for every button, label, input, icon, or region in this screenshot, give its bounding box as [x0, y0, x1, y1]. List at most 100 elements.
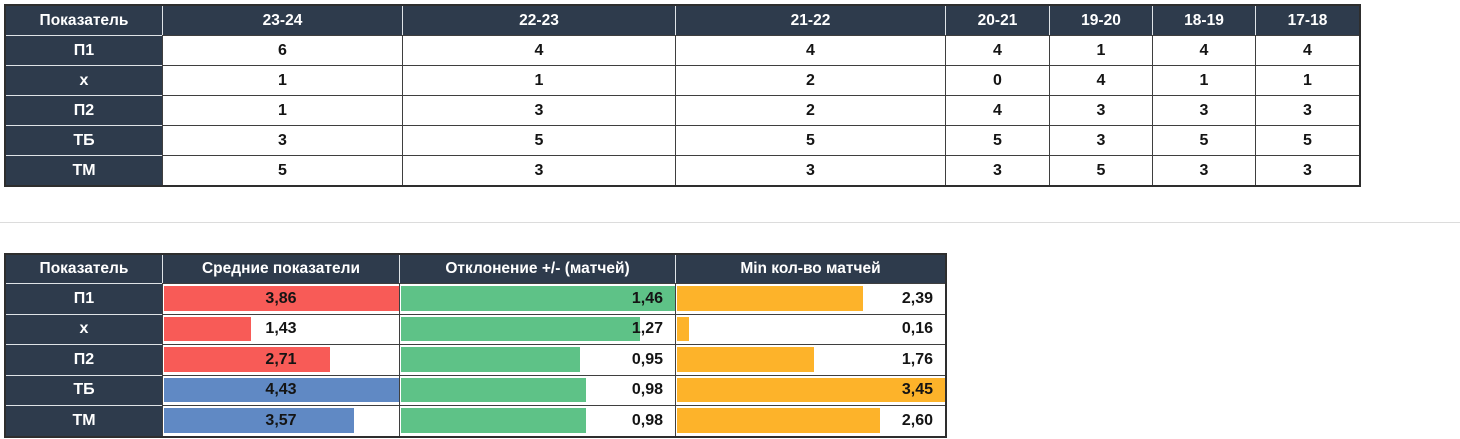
data-bar — [401, 408, 586, 433]
value-cell[interactable]: 2 — [675, 95, 945, 125]
header-cell-season-23-24[interactable]: 23-24 — [162, 6, 402, 35]
bar-value: 0,16 — [901, 320, 933, 338]
data-bar — [401, 286, 675, 311]
data-bar — [164, 286, 399, 311]
value-cell[interactable]: 2 — [675, 65, 945, 95]
data-bar — [164, 377, 399, 402]
value-cell[interactable]: 4 — [675, 35, 945, 65]
bar-value: 4,43 — [265, 381, 297, 399]
bar-cell-average[interactable]: 1,43 — [162, 313, 399, 344]
value-cell[interactable]: 5 — [162, 155, 402, 185]
value-cell[interactable]: 1 — [1152, 65, 1255, 95]
bar-cell-deviation[interactable]: 0,98 — [399, 405, 675, 436]
value-cell[interactable]: 3 — [402, 95, 675, 125]
bar-value: 1,27 — [631, 320, 663, 338]
row-label-x[interactable]: х — [6, 313, 162, 344]
data-bar — [164, 347, 330, 372]
value-cell[interactable]: 4 — [1049, 65, 1152, 95]
value-cell[interactable]: 6 — [162, 35, 402, 65]
bar-cell-min-matches[interactable]: 1,76 — [675, 344, 945, 375]
data-bar — [677, 316, 690, 341]
bar-cell-deviation[interactable]: 1,27 — [399, 313, 675, 344]
header-cell-season-21-22[interactable]: 21-22 — [675, 6, 945, 35]
value-cell[interactable]: 1 — [1049, 35, 1152, 65]
data-bar — [677, 286, 864, 311]
value-cell[interactable]: 3 — [162, 125, 402, 155]
bar-value: 0,98 — [631, 381, 663, 399]
header-cell-season-18-19[interactable]: 18-19 — [1152, 6, 1255, 35]
value-cell[interactable]: 1 — [162, 65, 402, 95]
row-label-x[interactable]: х — [6, 65, 162, 95]
value-cell[interactable]: 4 — [945, 35, 1049, 65]
value-cell[interactable]: 1 — [402, 65, 675, 95]
row-label-p1[interactable]: П1 — [6, 35, 162, 65]
value-cell[interactable]: 5 — [675, 125, 945, 155]
bar-cell-min-matches[interactable]: 2,60 — [675, 405, 945, 436]
value-cell[interactable]: 4 — [402, 35, 675, 65]
bar-cell-min-matches[interactable]: 0,16 — [675, 313, 945, 344]
bar-cell-average[interactable]: 2,71 — [162, 344, 399, 375]
value-cell[interactable]: 5 — [402, 125, 675, 155]
bar-value: 2,39 — [901, 289, 933, 307]
value-cell[interactable]: 5 — [945, 125, 1049, 155]
header-cell-indicator[interactable]: Показатель — [6, 255, 162, 283]
value-cell[interactable]: 3 — [675, 155, 945, 185]
value-cell[interactable]: 5 — [1049, 155, 1152, 185]
header-cell-season-17-18[interactable]: 17-18 — [1255, 6, 1359, 35]
value-cell[interactable]: 3 — [1049, 125, 1152, 155]
bar-value: 1,43 — [265, 320, 297, 338]
row-label-tb[interactable]: ТБ — [6, 125, 162, 155]
row-label-tm[interactable]: ТМ — [6, 405, 162, 436]
header-cell-season-19-20[interactable]: 19-20 — [1049, 6, 1152, 35]
row-label-p2[interactable]: П2 — [6, 95, 162, 125]
row-label-p2[interactable]: П2 — [6, 344, 162, 375]
value-cell[interactable]: 1 — [1255, 65, 1359, 95]
value-cell[interactable]: 3 — [1049, 95, 1152, 125]
value-cell[interactable]: 1 — [162, 95, 402, 125]
header-cell-indicator[interactable]: Показатель — [6, 6, 162, 35]
value-cell[interactable]: 3 — [402, 155, 675, 185]
value-cell[interactable]: 3 — [1255, 155, 1359, 185]
bar-cell-deviation[interactable]: 1,46 — [399, 283, 675, 314]
row-label-tb[interactable]: ТБ — [6, 374, 162, 405]
header-cell-averages[interactable]: Средние показатели — [162, 255, 399, 283]
header-cell-season-20-21[interactable]: 20-21 — [945, 6, 1049, 35]
value-cell[interactable]: 3 — [1152, 95, 1255, 125]
value-cell[interactable]: 5 — [1255, 125, 1359, 155]
bar-value: 1,76 — [901, 350, 933, 368]
data-bar — [401, 377, 586, 402]
row-label-p1[interactable]: П1 — [6, 283, 162, 314]
value-cell[interactable]: 4 — [1152, 35, 1255, 65]
summary-stats-table: Показатель Средние показатели Отклонение… — [4, 253, 947, 438]
bar-value: 1,46 — [631, 289, 663, 307]
data-bar — [164, 316, 252, 341]
value-cell[interactable]: 3 — [1152, 155, 1255, 185]
value-cell[interactable]: 5 — [1152, 125, 1255, 155]
divider-line — [0, 222, 1460, 223]
bar-cell-average[interactable]: 4,43 — [162, 374, 399, 405]
value-cell[interactable]: 4 — [1255, 35, 1359, 65]
bar-value: 3,57 — [265, 411, 297, 429]
bar-cell-deviation[interactable]: 0,98 — [399, 374, 675, 405]
bar-cell-average[interactable]: 3,57 — [162, 405, 399, 436]
bar-value: 3,86 — [265, 289, 297, 307]
header-cell-season-22-23[interactable]: 22-23 — [402, 6, 675, 35]
bar-value: 2,60 — [901, 411, 933, 429]
bar-cell-average[interactable]: 3,86 — [162, 283, 399, 314]
data-bar — [677, 347, 815, 372]
data-bar — [677, 377, 945, 402]
bar-cell-deviation[interactable]: 0,95 — [399, 344, 675, 375]
value-cell[interactable]: 4 — [945, 95, 1049, 125]
value-cell[interactable]: 0 — [945, 65, 1049, 95]
data-bar — [677, 408, 880, 433]
bar-value: 0,95 — [631, 350, 663, 368]
data-bar — [401, 316, 641, 341]
value-cell[interactable]: 3 — [945, 155, 1049, 185]
header-cell-deviation[interactable]: Отклонение +/- (матчей) — [399, 255, 675, 283]
bar-value: 0,98 — [631, 411, 663, 429]
header-cell-min-matches[interactable]: Min кол-во матчей — [675, 255, 945, 283]
value-cell[interactable]: 3 — [1255, 95, 1359, 125]
row-label-tm[interactable]: ТМ — [6, 155, 162, 185]
bar-cell-min-matches[interactable]: 2,39 — [675, 283, 945, 314]
bar-cell-min-matches[interactable]: 3,45 — [675, 374, 945, 405]
